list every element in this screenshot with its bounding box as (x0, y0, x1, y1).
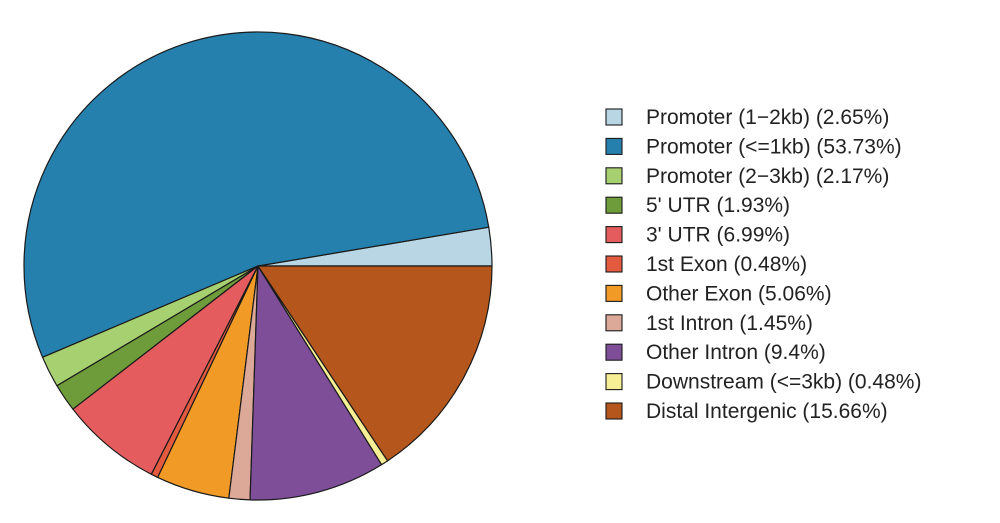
legend-item-8: Other Intron (9.4%) (605, 341, 826, 364)
legend-item-9: Downstream (<=3kb) (0.48%) (605, 371, 921, 394)
legend-label-9: Downstream (<=3kb) (0.48%) (646, 371, 921, 394)
legend-item-10: Distal Intergenic (15.66%) (605, 400, 888, 423)
legend-item-1: Promoter (<=1kb) (53.73%) (605, 135, 902, 158)
legend-swatch-6 (605, 284, 623, 302)
legend-label-2: Promoter (2−3kb) (2.17%) (646, 165, 889, 188)
pie-slice-10 (257, 265, 493, 462)
legend-swatch-4 (605, 226, 623, 244)
legend-label-8: Other Intron (9.4%) (646, 341, 826, 364)
legend-label-4: 3' UTR (6.99%) (646, 224, 790, 247)
pie-slice-1 (23, 31, 490, 358)
legend-label-0: Promoter (1−2kb) (2.65%) (646, 106, 889, 129)
legend-swatch-7 (605, 314, 623, 332)
legend-swatch-3 (605, 196, 623, 214)
legend-label-3: 5' UTR (1.93%) (646, 194, 790, 217)
legend-swatch-1 (605, 137, 623, 155)
legend-item-6: Other Exon (5.06%) (605, 282, 832, 305)
legend-item-2: Promoter (2−3kb) (2.17%) (605, 165, 889, 188)
legend-swatch-8 (605, 343, 623, 361)
pie-slice-4 (72, 265, 259, 475)
pie-slice-8 (249, 265, 383, 501)
legend-label-6: Other Exon (5.06%) (646, 282, 832, 305)
legend-label-5: 1st Exon (0.48%) (646, 253, 807, 276)
pie-slices (23, 31, 493, 501)
legend-swatch-2 (605, 167, 623, 185)
legend-swatch-5 (605, 255, 623, 273)
legend: Promoter (1−2kb) (2.65%) Promoter (<=1kb)… (605, 106, 921, 423)
legend-item-7: 1st Intron (1.45%) (605, 312, 813, 335)
legend-item-3: 5' UTR (1.93%) (605, 194, 790, 217)
legend-swatch-0 (605, 108, 623, 126)
legend-item-4: 3' UTR (6.99%) (605, 224, 790, 247)
legend-swatch-9 (605, 373, 623, 391)
legend-label-1: Promoter (<=1kb) (53.73%) (646, 135, 902, 158)
legend-label-7: 1st Intron (1.45%) (646, 312, 813, 335)
legend-item-5: 1st Exon (0.48%) (605, 253, 807, 276)
legend-item-0: Promoter (1−2kb) (2.65%) (605, 106, 889, 129)
legend-label-10: Distal Intergenic (15.66%) (646, 400, 888, 423)
legend-swatch-10 (605, 402, 623, 420)
